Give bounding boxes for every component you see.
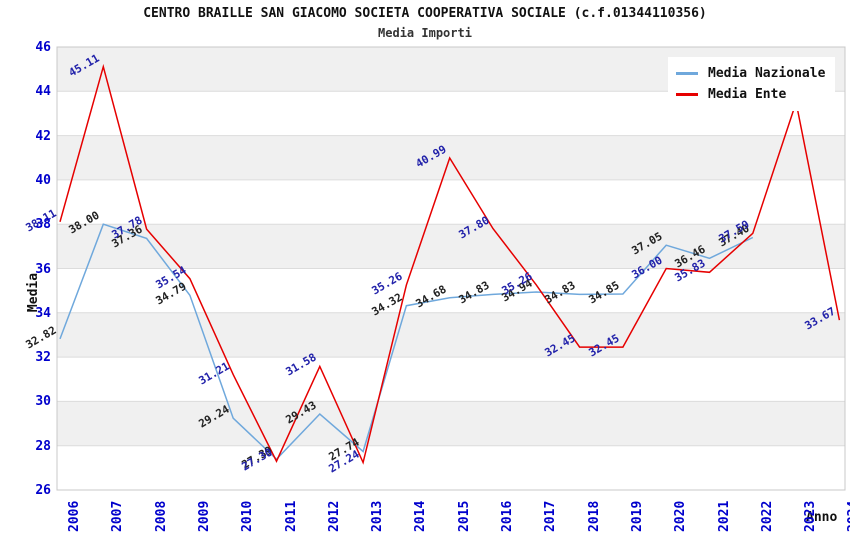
x-tick-label: 2020 xyxy=(673,500,689,532)
y-tick-label: 30 xyxy=(35,394,51,410)
chart-subtitle: Media Importi xyxy=(378,26,472,40)
y-tick-label: 42 xyxy=(35,128,51,144)
y-tick-label: 32 xyxy=(35,350,51,366)
x-tick-label: 2017 xyxy=(543,500,559,532)
x-tick-label: 2009 xyxy=(196,500,212,532)
x-tick-label: 2010 xyxy=(240,500,256,532)
legend-line-swatch xyxy=(676,72,698,75)
y-tick-label: 36 xyxy=(35,261,51,277)
x-tick-label: 2015 xyxy=(456,500,472,532)
media-ente-line xyxy=(59,63,841,465)
legend: Media Nazionale Media Ente xyxy=(668,57,836,111)
x-tick-label: 2019 xyxy=(629,500,645,532)
y-tick-label: 26 xyxy=(35,483,51,498)
legend-item: Media Ente xyxy=(676,84,825,105)
band xyxy=(57,224,845,269)
y-tick-label: 46 xyxy=(35,40,51,55)
x-axis-title: Anno xyxy=(806,510,838,525)
x-tick-label: 2014 xyxy=(413,500,429,532)
x-tick-label: 2023 xyxy=(803,500,819,532)
band xyxy=(57,401,845,446)
x-tick-label: 2016 xyxy=(500,500,515,532)
x-tick-label: 2022 xyxy=(759,500,775,532)
x-tick-label: 2024 xyxy=(846,500,850,532)
x-tick-label: 2008 xyxy=(153,500,169,532)
media-nazionale-line xyxy=(59,223,754,461)
band xyxy=(57,312,845,358)
chart-title: CENTRO BRAILLE SAN GIACOMO SOCIETA COOPE… xyxy=(143,6,707,21)
legend-label: Media Ente xyxy=(708,87,787,102)
x-tick-label: 2006 xyxy=(67,500,82,532)
band xyxy=(57,135,845,180)
x-tick-label: 2012 xyxy=(326,500,342,532)
y-tick-label: 38 xyxy=(35,217,51,233)
x-tick-label: 2021 xyxy=(716,500,732,532)
x-tick-label: 2007 xyxy=(110,500,126,532)
legend-line-swatch xyxy=(676,93,698,96)
x-tick-label: 2013 xyxy=(370,500,386,532)
y-tick-label: 44 xyxy=(35,84,51,100)
x-tick-label: 2011 xyxy=(283,500,299,532)
y-tick-label: 28 xyxy=(35,438,51,454)
legend-item: Media Nazionale xyxy=(676,63,825,84)
y-tick-label: 34 xyxy=(35,305,51,321)
y-tick-label: 40 xyxy=(35,172,51,188)
legend-label: Media Nazionale xyxy=(708,66,826,81)
x-tick-label: 2018 xyxy=(586,500,602,532)
plot-border xyxy=(56,46,846,491)
